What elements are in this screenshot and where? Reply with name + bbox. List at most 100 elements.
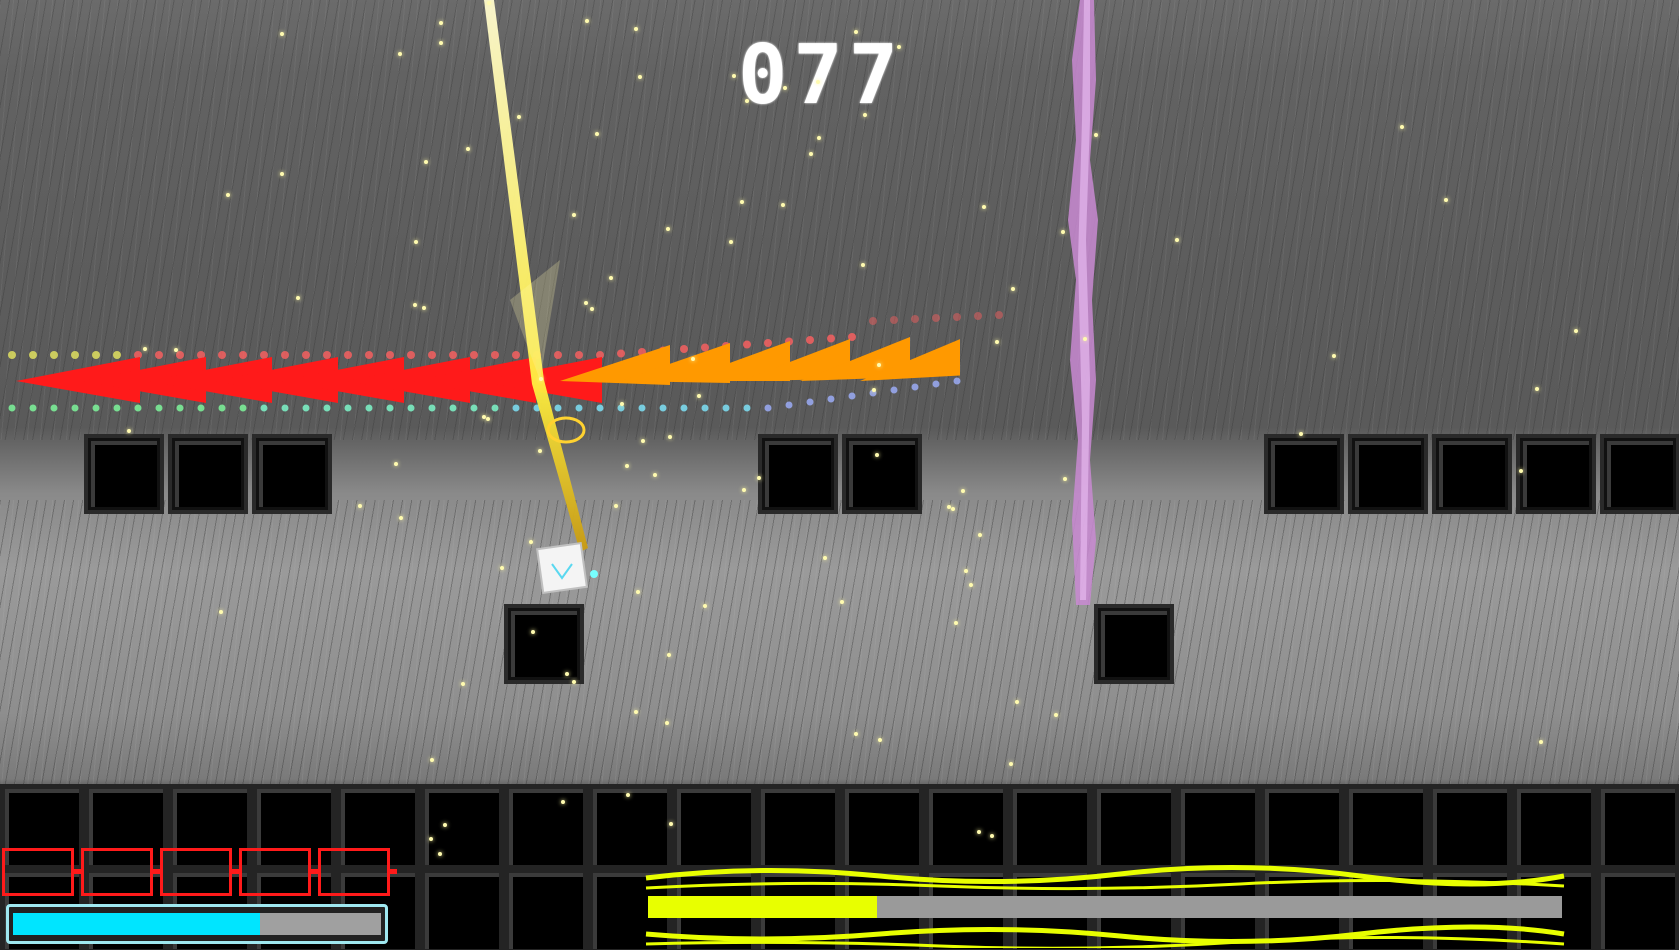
- trail-dot: [8, 404, 16, 412]
- floor-tile: [1428, 784, 1512, 870]
- trail-dot: [911, 383, 919, 391]
- health-cell: [160, 848, 239, 896]
- sparkle: [652, 473, 657, 478]
- sparkle: [961, 488, 966, 493]
- sparkle: [1174, 237, 1179, 242]
- trail-dot: [281, 351, 289, 359]
- sparkle: [815, 80, 820, 85]
- sparkle: [853, 731, 858, 736]
- sparkle: [757, 475, 762, 480]
- sparkle: [609, 275, 614, 280]
- trail-dot: [239, 404, 247, 412]
- floor-row-top: [0, 784, 1679, 870]
- sparkle: [896, 45, 901, 50]
- sparkle: [982, 205, 987, 210]
- sparkle: [1538, 739, 1543, 744]
- sparkle: [529, 540, 534, 545]
- trail-dot: [575, 404, 583, 412]
- trail-dot: [806, 398, 814, 406]
- trail-dot: [764, 339, 772, 347]
- floor-tile: [672, 784, 756, 870]
- energy-bar-track: [13, 913, 381, 935]
- trail-dot: [995, 311, 1003, 319]
- trail-dot: [470, 351, 478, 359]
- sparkle: [862, 113, 867, 118]
- platform-block: [1348, 434, 1428, 514]
- sparkle: [583, 301, 588, 306]
- sparkle: [1054, 713, 1059, 718]
- trail-dot: [554, 351, 562, 359]
- trail-dot: [449, 351, 457, 359]
- trail-dot: [596, 404, 604, 412]
- sparkle: [539, 376, 544, 381]
- trail-dot: [71, 351, 79, 359]
- trail-dot: [680, 345, 688, 353]
- floor-tile: [0, 784, 84, 870]
- trail-dot: [701, 404, 709, 412]
- trail-dot: [197, 404, 205, 412]
- sparkle: [782, 85, 787, 90]
- sparkle: [537, 448, 542, 453]
- trail-dot: [743, 404, 751, 412]
- sparkle: [976, 829, 981, 834]
- floor-tile: [420, 784, 504, 870]
- sparkle: [696, 394, 701, 399]
- sparkle: [875, 453, 880, 458]
- trail-dot: [92, 404, 100, 412]
- trail-dot: [29, 351, 37, 359]
- floor-tile: [1176, 784, 1260, 870]
- red-arrow: [346, 357, 470, 403]
- sparkle: [969, 583, 974, 587]
- sparkle: [613, 503, 618, 508]
- trail-dot: [50, 351, 58, 359]
- trail-dot: [155, 404, 163, 412]
- platform-block: [842, 434, 922, 514]
- trail-dot: [386, 351, 394, 359]
- sparkle: [571, 213, 576, 218]
- sparkle: [853, 30, 858, 35]
- sparkle: [1399, 125, 1404, 130]
- sparkle: [666, 652, 671, 657]
- trail-dot: [911, 315, 919, 323]
- sparkle: [978, 532, 983, 537]
- sparkle: [397, 52, 402, 57]
- platform-single-right: [1094, 604, 1174, 684]
- floor-tile: [336, 784, 420, 870]
- orange-arrow: [800, 337, 910, 381]
- sparkle: [429, 836, 434, 841]
- trail-dot: [659, 404, 667, 412]
- floor-tile: [504, 868, 588, 950]
- orange-arrow: [680, 341, 790, 381]
- sparkle: [1093, 132, 1098, 137]
- platform-block: [1600, 434, 1679, 514]
- sparkle: [822, 556, 827, 561]
- trail-dot: [428, 351, 436, 359]
- trail-dot: [8, 351, 16, 359]
- trail-dot: [848, 392, 856, 400]
- trail-dot: [890, 386, 898, 394]
- trail-dot: [344, 404, 352, 412]
- trail-dot: [197, 351, 205, 359]
- sparkle: [461, 682, 466, 687]
- trail-dot: [617, 349, 625, 358]
- sparkle: [572, 679, 577, 684]
- sparkle: [424, 160, 429, 165]
- platform-block: [168, 434, 248, 514]
- sparkle: [619, 401, 624, 406]
- sparkle: [1061, 230, 1066, 235]
- trail-dot: [134, 404, 142, 412]
- platform-block: [1432, 434, 1512, 514]
- arrow-volley: [16, 337, 960, 403]
- sparkle: [399, 516, 404, 521]
- boss-health-bar: [648, 896, 1562, 918]
- purple-laser: [1068, 0, 1098, 605]
- sparkle: [413, 240, 418, 245]
- red-arrow: [412, 357, 536, 403]
- score-counter: 077: [738, 28, 905, 123]
- projectile-trails: [8, 311, 1003, 412]
- trail-dot: [827, 395, 835, 403]
- trail-dot: [428, 404, 436, 412]
- trail-dot: [92, 351, 100, 359]
- sparkle: [728, 239, 733, 244]
